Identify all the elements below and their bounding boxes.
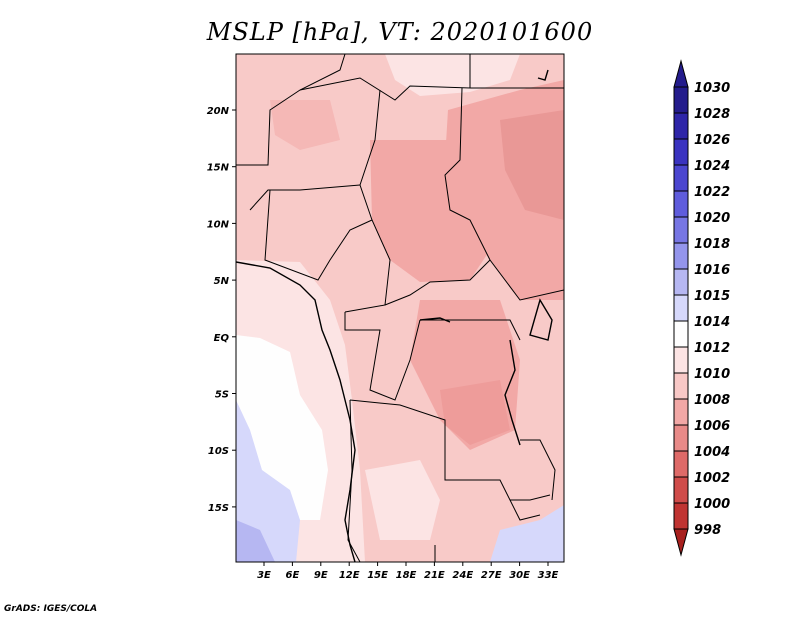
colorbar: 1030 1028 1026 1024 1022 1020 1018 1016 1015 1014… [673,59,730,557]
colorbar-segment [673,268,689,296]
lon-label: 30E [509,570,530,581]
colorbar-label: 1014 [694,315,730,330]
colorbar-segment [673,450,689,478]
colorbar-segment [673,424,689,452]
colorbar-label: 1026 [694,133,730,148]
lat-label: 10N [207,219,230,230]
latitude-axis: 20N 15N 10N 5N EQ 5S 10S 15S [207,106,236,514]
colorbar-segment [673,138,689,166]
lon-label: 21E [424,570,445,581]
colorbar-label: 1015 [694,289,730,304]
colorbar-label: 1018 [694,237,730,252]
mslp-field [236,54,564,562]
colorbar-label: 998 [694,523,721,538]
colorbar-label: 1022 [694,185,730,200]
colorbar-label: 1000 [694,497,730,512]
lon-label: 12E [339,570,360,581]
lat-label: 5N [214,276,230,287]
colorbar-segment [673,398,689,426]
colorbar-segment [673,346,689,374]
colorbar-top-arrow [673,59,689,88]
colorbar-segment [673,190,689,218]
lon-label: 3E [257,570,271,581]
colorbar-label: 1008 [694,393,730,408]
colorbar-segment [673,242,689,270]
colorbar-segment [673,372,689,400]
lon-label: 18E [396,570,417,581]
grads-credit: GrADS: IGES/COLA [4,604,98,614]
lat-label: 10S [208,446,229,457]
colorbar-label: 1004 [694,445,730,460]
lon-label: 27E [481,570,502,581]
colorbar-segment [673,294,689,322]
colorbar-label: 1016 [694,263,730,278]
colorbar-label: 1030 [694,81,730,96]
colorbar-label: 1002 [694,471,730,486]
lat-label: 20N [207,106,230,117]
colorbar-label: 1006 [694,419,730,434]
colorbar-label: 1028 [694,107,730,122]
lon-label: 9E [314,570,328,581]
coastlines [236,69,553,562]
colorbar-segment [673,112,689,140]
southeast-high-region [490,505,564,562]
colorbar-bottom-arrow [673,528,689,557]
longitude-axis: 3E 6E 9E 12E 15E 18E 21E 24E 27E 30E 33E [257,562,559,581]
southwest-high-region [236,400,300,562]
map-title: MSLP [hPa], VT: 2020101600 [206,18,594,46]
lat-label: EQ [214,333,230,344]
colorbar-segment [673,216,689,244]
colorbar-segment [673,164,689,192]
lon-label: 15E [367,570,388,581]
lat-label: 5S [215,390,229,401]
colorbar-segment [673,86,689,114]
colorbar-segment [673,320,689,348]
colorbar-label: 1012 [694,341,730,356]
lon-label: 6E [286,570,300,581]
lon-label: 24E [452,570,473,581]
country-borders [236,54,564,562]
colorbar-label: 1024 [694,159,730,174]
colorbar-label: 1010 [694,367,730,382]
map-frame [235,53,565,563]
colorbar-segment [673,476,689,504]
colorbar-label: 1020 [694,211,730,226]
lat-label: 15S [208,503,229,514]
lon-label: 33E [538,570,559,581]
colorbar-segment [673,502,689,530]
lat-label: 15N [207,163,230,174]
